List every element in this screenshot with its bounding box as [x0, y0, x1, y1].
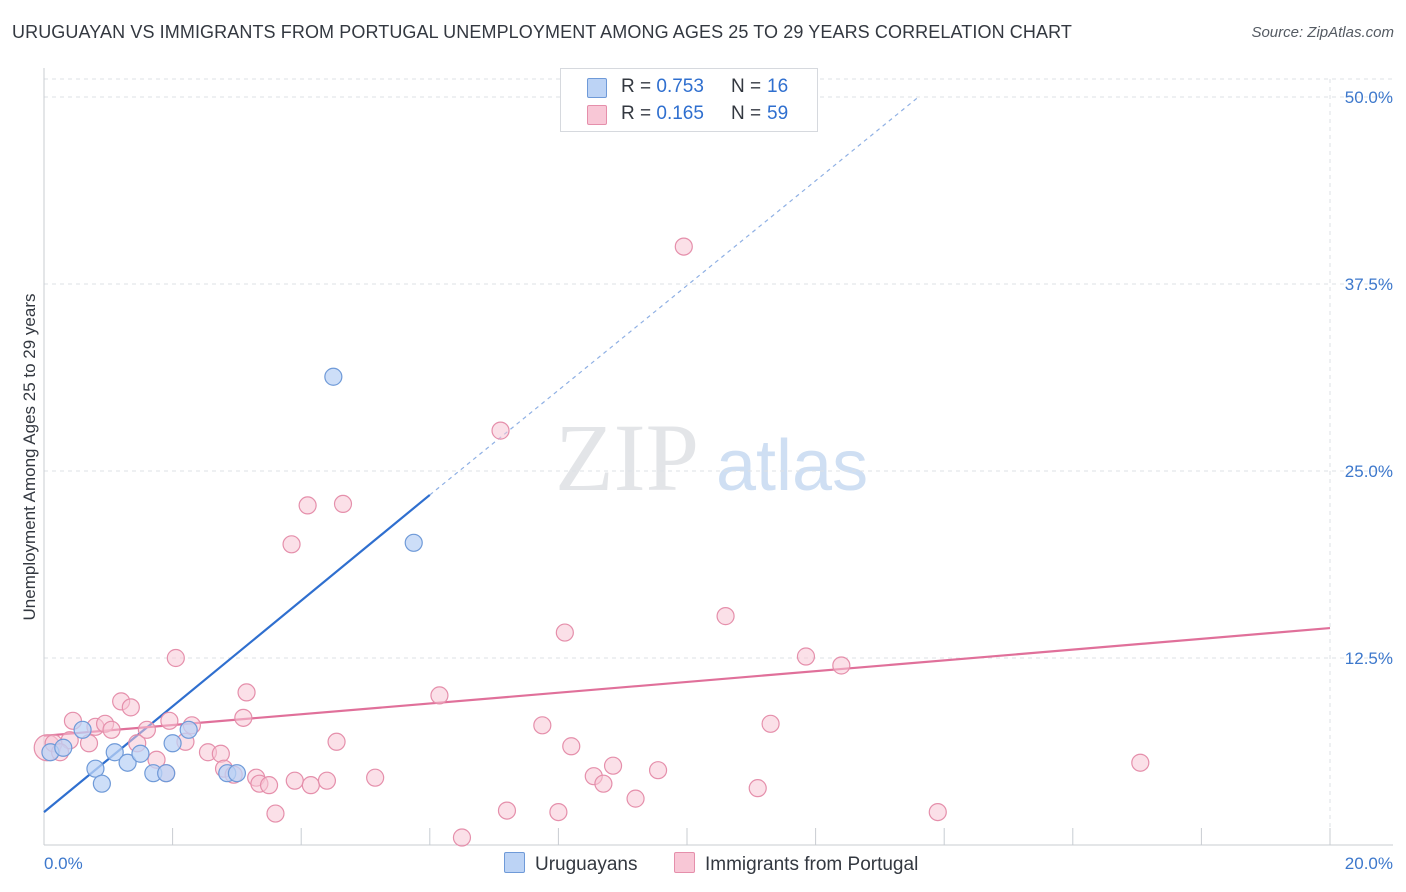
point-portugal [832, 656, 851, 675]
point-portugal [301, 776, 320, 795]
point-portugal [452, 828, 472, 847]
point-portugal [160, 711, 179, 730]
point-portugal [928, 802, 947, 822]
point-portugal [259, 776, 279, 795]
point-uruguayans [86, 759, 105, 778]
bottom-legend-uruguayans: Uruguayans [504, 852, 637, 876]
y-axis-label: Unemployment Among Ages 25 to 29 years [20, 293, 39, 621]
y-tick-label: 37.5% [1345, 275, 1393, 294]
point-portugal [430, 686, 449, 705]
chart-title: URUGUAYAN VS IMMIGRANTS FROM PORTUGAL UN… [12, 22, 1072, 42]
point-portugal [137, 720, 156, 739]
point-portugal [648, 761, 668, 780]
point-uruguayans [157, 764, 176, 783]
legend-swatch-pink [587, 105, 607, 125]
point-portugal [282, 535, 301, 554]
tick-labels: 12.5% 25.0% 37.5% 50.0% 0.0% 20.0% [44, 88, 1393, 873]
bottom-legend-swatch-blue [504, 852, 525, 873]
point-portugal [549, 802, 568, 822]
legend-n-value: 59 [767, 103, 789, 124]
legend-swatch-blue [587, 78, 607, 98]
point-uruguayans [105, 743, 124, 762]
point-portugal [674, 237, 693, 256]
data-points [33, 84, 1150, 847]
watermark-zip: ZIP [555, 404, 699, 511]
legend-n-label: N = [731, 76, 762, 97]
point-portugal [533, 716, 552, 735]
point-uruguayans [73, 720, 92, 739]
point-uruguayans [324, 367, 343, 386]
watermark: ZIP atlas [555, 404, 868, 511]
point-uruguayans [227, 764, 246, 783]
point-portugal [497, 801, 517, 820]
point-uruguayans [131, 744, 150, 763]
point-portugal [166, 648, 185, 668]
point-portugal [234, 708, 253, 727]
point-portugal [298, 496, 317, 515]
point-portugal [555, 623, 574, 642]
point-portugal [333, 494, 353, 514]
point-portugal [748, 779, 767, 798]
legend-n-value: 16 [767, 76, 789, 97]
bottom-legend-label: Immigrants from Portugal [705, 854, 919, 875]
point-portugal [121, 698, 140, 717]
x-tick-label: 20.0% [1345, 854, 1393, 873]
source-label: Source: ZipAtlas.com [1251, 24, 1394, 41]
y-tick-label: 25.0% [1345, 462, 1393, 481]
correlation-legend: R = 0.753 N = 16 R = 0.165 N = 59 [560, 68, 818, 132]
point-portugal [327, 732, 346, 751]
point-uruguayans [118, 753, 137, 772]
point-portugal [266, 804, 285, 823]
point-portugal [317, 771, 337, 790]
trend-lines [43, 96, 1331, 813]
legend-r-value: 0.165 [656, 103, 704, 124]
trend-line-extension [429, 96, 919, 496]
point-portugal [1131, 753, 1150, 772]
point-portugal [491, 421, 510, 440]
point-uruguayans [54, 738, 73, 757]
x-tick-label: 0.0% [44, 854, 83, 873]
point-portugal [603, 756, 623, 775]
legend-r-value: 0.753 [656, 76, 704, 97]
bottom-legend-label: Uruguayans [535, 854, 638, 875]
legend-n-label: N = [731, 103, 762, 124]
point-portugal [594, 774, 613, 793]
point-uruguayans [179, 720, 198, 739]
point-uruguayans [163, 734, 182, 753]
trend-line-uruguayans [43, 494, 431, 813]
point-uruguayans [92, 774, 111, 793]
watermark-atlas: atlas [716, 426, 868, 506]
point-portugal [285, 771, 304, 790]
axes [43, 68, 1393, 846]
y-tick-label: 12.5% [1345, 649, 1393, 668]
point-portugal [237, 683, 256, 702]
point-portugal [102, 720, 121, 739]
point-portugal [211, 744, 230, 763]
point-portugal [562, 737, 581, 756]
bottom-legend-swatch-pink [674, 852, 695, 873]
legend-r-label: R = [621, 103, 652, 124]
point-uruguayans [404, 533, 423, 552]
point-portugal [716, 607, 735, 626]
point-portugal [626, 789, 645, 808]
point-portugal [761, 714, 780, 733]
legend-r-label: R = [621, 76, 652, 97]
point-portugal [796, 647, 816, 666]
y-tick-label: 50.0% [1345, 88, 1393, 107]
trend-line-portugal [43, 626, 1331, 737]
bottom-legend-portugal: Immigrants from Portugal [674, 852, 918, 876]
point-portugal [366, 768, 385, 787]
